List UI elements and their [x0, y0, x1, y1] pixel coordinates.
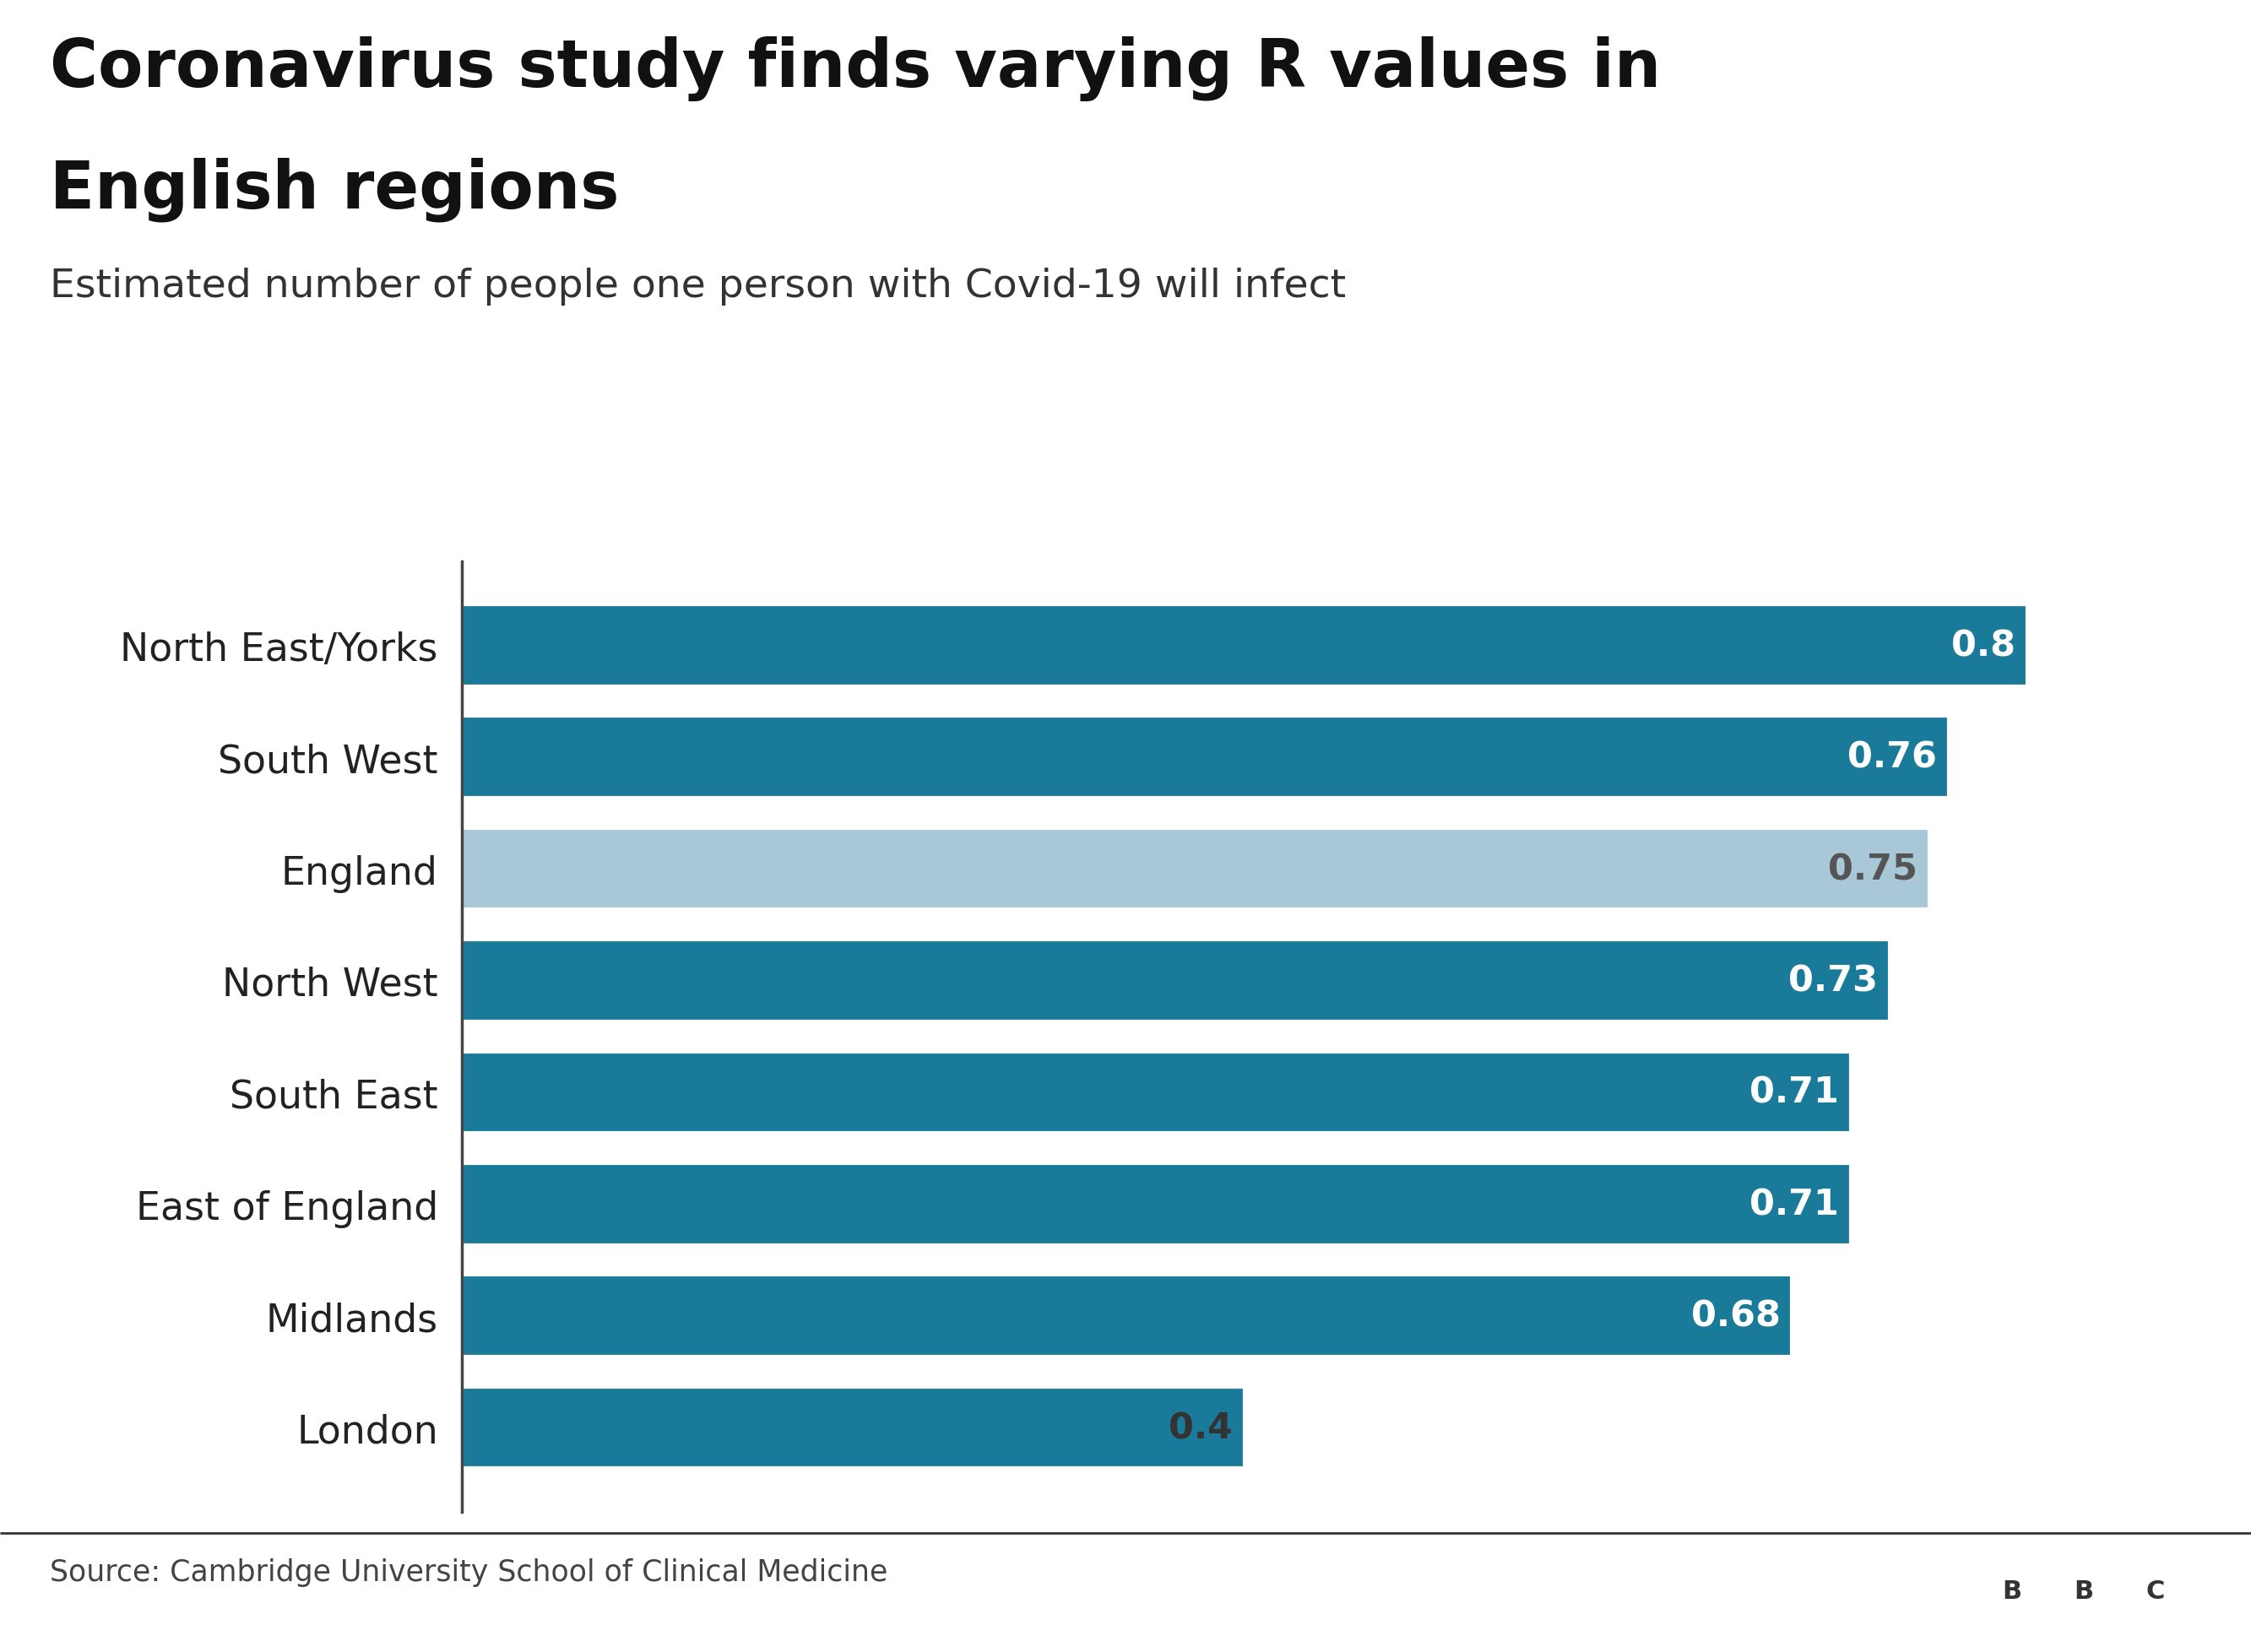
Text: 0.71: 0.71 [1749, 1075, 1839, 1110]
Bar [461, 940, 1891, 1021]
FancyBboxPatch shape [2051, 1555, 2116, 1627]
Text: C: C [2145, 1579, 2165, 1602]
Bar [461, 717, 1949, 798]
Bar [461, 828, 1929, 910]
Text: B: B [2001, 1579, 2021, 1602]
Bar [461, 1163, 1850, 1246]
Text: 0.75: 0.75 [1828, 851, 1918, 887]
Text: 0.71: 0.71 [1749, 1186, 1839, 1222]
Text: Estimated number of people one person with Covid-19 will infect: Estimated number of people one person wi… [50, 268, 1346, 306]
Text: 0.8: 0.8 [1952, 628, 2015, 664]
Text: 0.68: 0.68 [1691, 1298, 1781, 1333]
FancyBboxPatch shape [2123, 1555, 2188, 1627]
FancyBboxPatch shape [1979, 1555, 2044, 1627]
Text: 0.73: 0.73 [1790, 963, 1877, 998]
Text: Source: Cambridge University School of Clinical Medicine: Source: Cambridge University School of C… [50, 1558, 887, 1586]
Bar [461, 1275, 1792, 1356]
Bar [461, 1386, 1245, 1469]
Text: English regions: English regions [50, 157, 619, 221]
Text: Coronavirus study finds varying R values in: Coronavirus study finds varying R values… [50, 36, 1661, 101]
Text: B: B [2073, 1579, 2093, 1602]
Text: 0.76: 0.76 [1848, 740, 1936, 775]
Bar [461, 1052, 1850, 1133]
Bar [461, 605, 2026, 687]
Text: 0.4: 0.4 [1168, 1409, 1234, 1446]
